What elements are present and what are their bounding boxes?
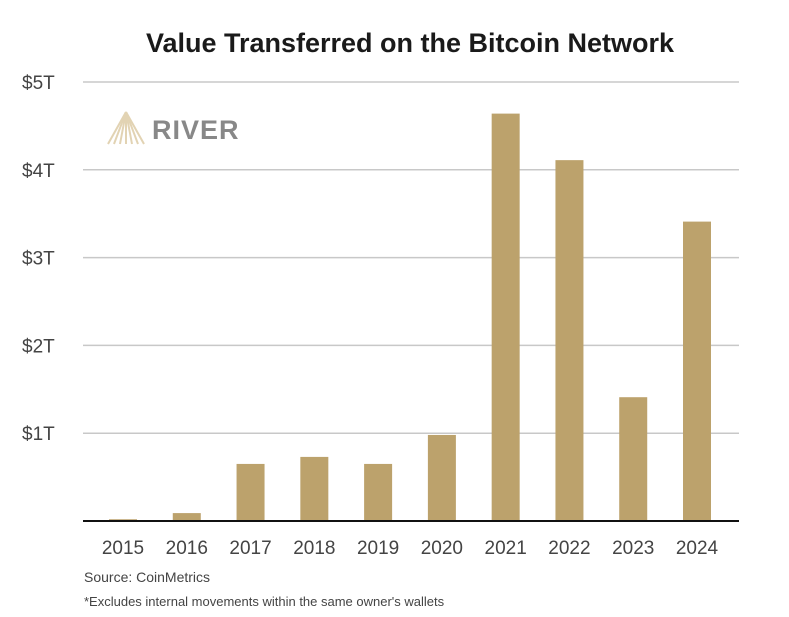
bar-2022 bbox=[555, 160, 584, 521]
bar-2019 bbox=[364, 463, 393, 521]
y-tick-label: $4T bbox=[22, 161, 55, 182]
source-note: Source: CoinMetrics bbox=[84, 569, 210, 585]
x-tick-label: 2017 bbox=[229, 538, 271, 559]
x-tick-label: 2018 bbox=[293, 538, 335, 559]
bar-2021 bbox=[491, 113, 520, 521]
bar-2020 bbox=[427, 434, 456, 521]
x-tick-label: 2022 bbox=[548, 538, 590, 559]
x-tick-label: 2019 bbox=[357, 538, 399, 559]
y-tick-label: $1T bbox=[22, 424, 55, 445]
bar-2017 bbox=[236, 463, 265, 521]
bar-2016 bbox=[172, 513, 201, 521]
x-tick-label: 2021 bbox=[485, 538, 527, 559]
x-tick-label: 2015 bbox=[102, 538, 144, 559]
river-logo-text: RIVER bbox=[152, 115, 240, 145]
river-logo-icon bbox=[107, 111, 145, 145]
bar-2024 bbox=[683, 221, 711, 522]
y-tick-label: $5T bbox=[22, 73, 55, 94]
x-tick-label: 2024 bbox=[676, 538, 719, 559]
footnote: *Excludes internal movements within the … bbox=[84, 594, 445, 609]
x-tick-label: 2020 bbox=[421, 538, 463, 559]
chart-title: Value Transferred on the Bitcoin Network bbox=[146, 28, 675, 58]
x-tick-label: 2023 bbox=[612, 538, 654, 559]
y-tick-label: $2T bbox=[22, 336, 55, 357]
x-tick-label: 2016 bbox=[166, 538, 208, 559]
river-logo: RIVER bbox=[107, 111, 240, 145]
y-tick-label: $3T bbox=[22, 249, 55, 270]
bar-2023 bbox=[619, 397, 648, 521]
bar-2018 bbox=[300, 456, 329, 521]
